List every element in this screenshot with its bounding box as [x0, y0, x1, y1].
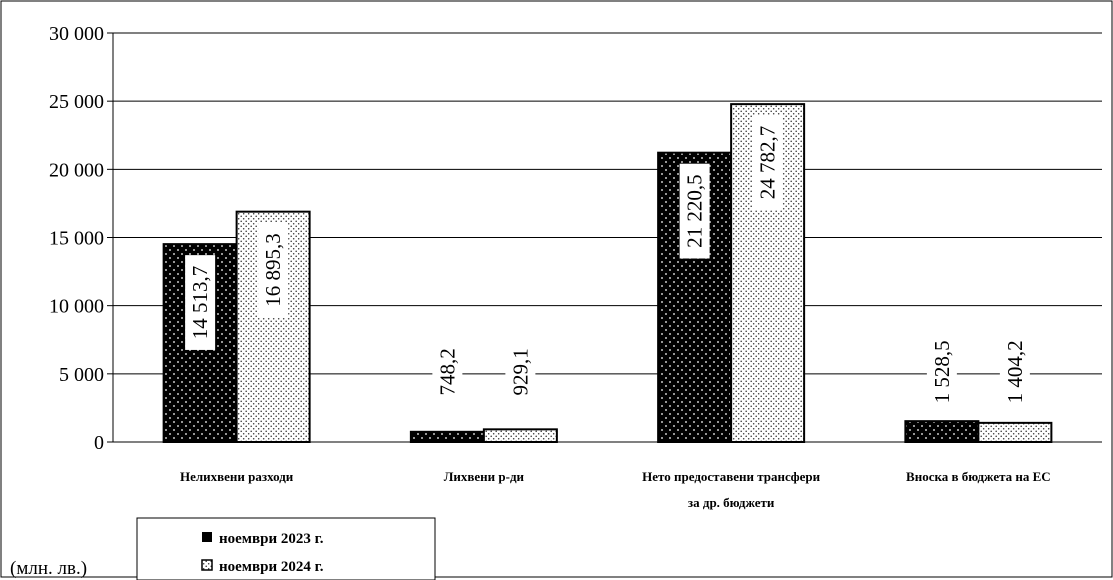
data-label-series-1-cat-2: 748,2 [435, 348, 459, 395]
bar-series-1-cat-2 [409, 430, 485, 443]
category-label-3: за др. бюджети [688, 495, 775, 510]
bar-series-1-cat-4 [904, 420, 980, 443]
y-tick-label: 20 000 [49, 159, 104, 181]
data-label-box [185, 255, 216, 350]
y-tick-label: 30 000 [49, 23, 104, 45]
y-tick-label: 15 000 [49, 228, 104, 250]
data-label-series-2-cat-2: 929,1 [508, 348, 532, 395]
y-tick-label: 10 000 [49, 296, 104, 318]
data-label-series-1-cat-3: 21 220,5 [683, 174, 707, 248]
data-label-series-1-cat-4: 1 528,5 [930, 340, 954, 403]
data-label-box [752, 115, 783, 210]
data-label-box [432, 340, 463, 404]
y-tick-label: 25 000 [49, 91, 104, 113]
data-label-box [505, 340, 536, 404]
category-label-2: Лихвени р-ди [444, 469, 525, 484]
data-label-box [679, 163, 710, 259]
data-label-series-2-cat-1: 16 895,3 [261, 233, 285, 307]
legend-label-series-2: ноември 2024 г. [219, 559, 324, 575]
unit-label: (млн. лв.) [10, 558, 87, 579]
legend-box [136, 517, 436, 580]
y-tick-label: 0 [94, 432, 104, 454]
legend-swatch-series-2 [201, 559, 213, 571]
legend-label-series-1: ноември 2023 г. [219, 531, 324, 547]
legend-swatch-series-1 [202, 532, 212, 542]
data-label-series-1-cat-1: 14 513,7 [188, 266, 212, 340]
data-label-series-2-cat-4: 1 404,2 [1003, 340, 1027, 403]
data-label-box [999, 329, 1030, 414]
data-label-box [258, 222, 289, 318]
legend: ноември 2023 г. ноември 2024 г. [136, 517, 436, 580]
category-label-3: Нето предоставени трансфери [642, 469, 820, 484]
category-label-4: Вноска в бюджета на ЕС [906, 469, 1051, 484]
y-tick-label: 5 000 [59, 364, 104, 386]
category-label-1: Нелихвени разходи [180, 469, 294, 484]
bar-series-2-cat-2 [482, 428, 558, 444]
data-label-box [926, 329, 957, 414]
data-label-series-2-cat-3: 24 782,7 [756, 126, 780, 200]
bar-series-2-cat-4 [977, 421, 1053, 444]
